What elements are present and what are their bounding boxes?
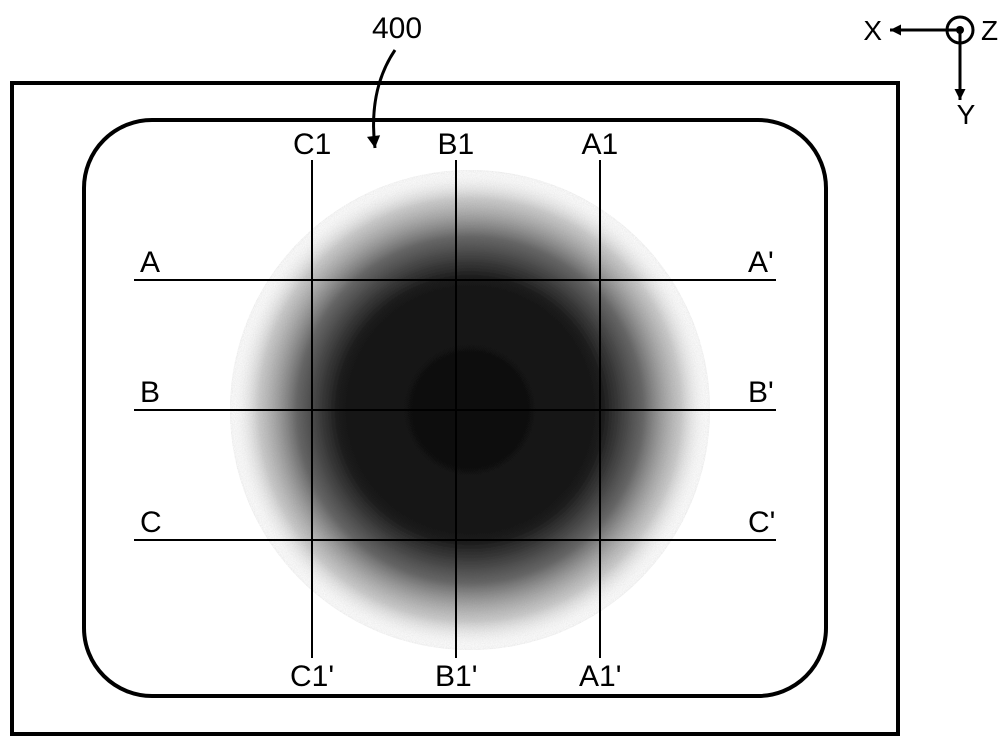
axis-x-arrow <box>890 25 960 36</box>
svg-text:X: X <box>863 15 882 46</box>
svg-text:Y: Y <box>957 99 976 130</box>
axis-y-arrow <box>955 30 966 100</box>
svg-text:Z: Z <box>981 15 998 46</box>
figure-canvas: AA'BB'CC'C1C1'B1B1'A1A1' 400 XYZ <box>0 0 1000 743</box>
axes-indicator: X Y Z <box>0 0 1000 743</box>
